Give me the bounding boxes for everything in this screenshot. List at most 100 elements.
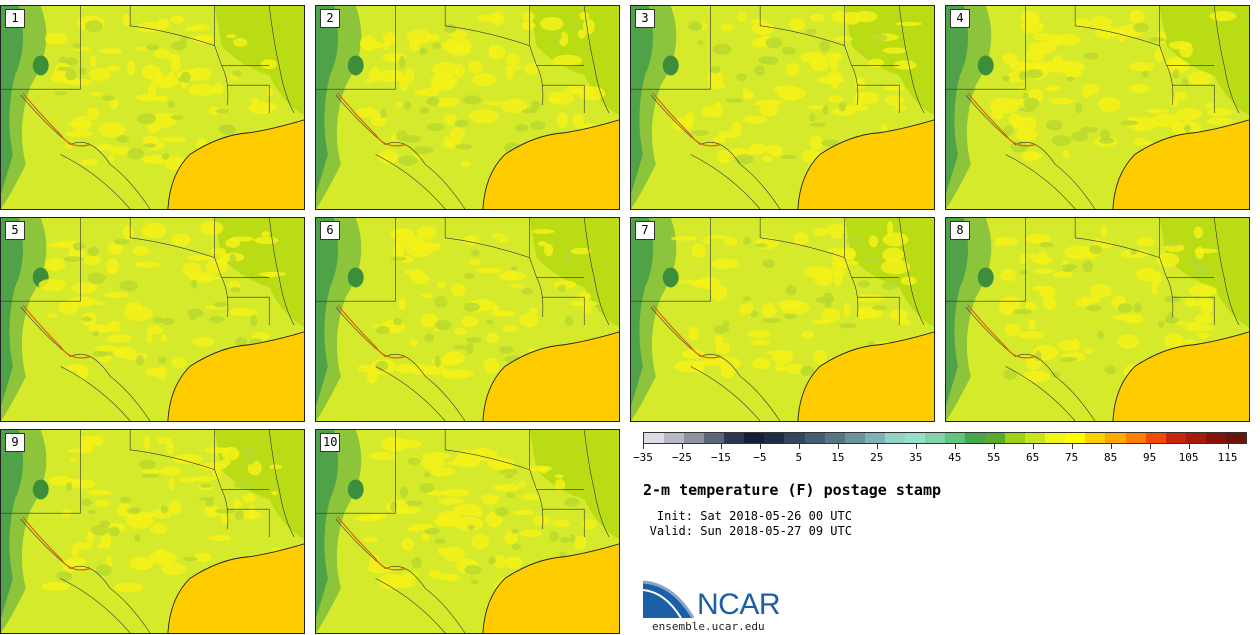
- colorbar-tick-label: 95: [1142, 451, 1157, 464]
- colorbar-segment: [1065, 433, 1086, 443]
- temperature-colorbar: [643, 432, 1247, 444]
- colorbar-segment: [1045, 433, 1066, 443]
- member-panel-9[interactable]: 9: [0, 429, 305, 634]
- colorbar-tick: [1188, 444, 1190, 449]
- member-panel-4[interactable]: 4: [945, 5, 1250, 210]
- colorbar-segment: [924, 433, 945, 443]
- colorbar-tick-label: 75: [1065, 451, 1079, 464]
- member-label: 8: [950, 221, 970, 240]
- colorbar-segment: [664, 433, 685, 443]
- colorbar-segment: [1165, 433, 1186, 443]
- colorbar-segment: [884, 433, 905, 443]
- colorbar-segment: [1125, 433, 1146, 443]
- ncar-logo-text: NCAR: [697, 588, 781, 621]
- colorbar-tick: [1071, 444, 1073, 449]
- member-label: 7: [635, 221, 655, 240]
- colorbar-tick: [876, 444, 878, 449]
- colorbar-segment: [684, 433, 705, 443]
- valid-label: Valid:: [649, 524, 693, 538]
- member-panel-1[interactable]: 1: [0, 5, 305, 210]
- temperature-map: [316, 6, 619, 209]
- colorbar-tick-label: 115: [1217, 451, 1238, 464]
- colorbar-segment: [704, 433, 725, 443]
- colorbar-tick: [1227, 444, 1229, 449]
- colorbar-segment: [904, 433, 925, 443]
- member-panel-8[interactable]: 8: [945, 217, 1250, 422]
- colorbar-tick: [798, 444, 800, 449]
- colorbar-segment: [744, 433, 765, 443]
- member-panel-7[interactable]: 7: [630, 217, 935, 422]
- temperature-map: [631, 218, 934, 421]
- member-label: 1: [5, 9, 25, 28]
- member-label: 6: [320, 221, 340, 240]
- colorbar-tick-label: 55: [987, 451, 1001, 464]
- colorbar-tick-label: 105: [1178, 451, 1199, 464]
- member-panel-6[interactable]: 6: [315, 217, 620, 422]
- colorbar-segment: [1225, 433, 1246, 443]
- colorbar-segment: [1205, 433, 1226, 443]
- colorbar-segment: [1185, 433, 1206, 443]
- temperature-map: [1, 430, 304, 633]
- colorbar-tick: [993, 444, 995, 449]
- temperature-map: [1, 218, 304, 421]
- temperature-map: [946, 6, 1249, 209]
- colorbar-segment: [1145, 433, 1166, 443]
- colorbar-segment: [1105, 433, 1126, 443]
- init-value: Sat 2018-05-26 00 UTC: [700, 509, 852, 523]
- colorbar-segment: [804, 433, 825, 443]
- colorbar-segment: [1005, 433, 1026, 443]
- colorbar-tick: [1032, 444, 1034, 449]
- figure-title: 2-m temperature (F) postage stamp: [643, 481, 942, 499]
- colorbar-tick: [1110, 444, 1112, 449]
- colorbar-tick-label: −25: [672, 451, 692, 464]
- member-panel-10[interactable]: 10: [315, 429, 620, 634]
- colorbar-tick-label: 45: [948, 451, 962, 464]
- colorbar-tick: [643, 444, 644, 449]
- member-label: 2: [320, 9, 340, 28]
- colorbar-segment: [1085, 433, 1106, 443]
- colorbar-segment: [644, 433, 665, 443]
- colorbar-tick: [915, 444, 917, 449]
- temperature-map: [1, 6, 304, 209]
- temperature-map: [631, 6, 934, 209]
- member-panel-5[interactable]: 5: [0, 217, 305, 422]
- colorbar-tick: [954, 444, 956, 449]
- colorbar-segment: [1025, 433, 1046, 443]
- colorbar-segment: [764, 433, 785, 443]
- colorbar-segment: [824, 433, 845, 443]
- colorbar-segment: [944, 433, 965, 443]
- temperature-map: [946, 218, 1249, 421]
- colorbar-tick-label: 35: [909, 451, 923, 464]
- colorbar-tick-label: −35: [633, 451, 653, 464]
- colorbar-segment: [784, 433, 805, 443]
- init-label: Init:: [656, 509, 693, 523]
- temperature-map: [316, 218, 619, 421]
- member-label: 10: [320, 433, 341, 452]
- colorbar-tick-label: 25: [870, 451, 884, 464]
- colorbar-tick: [720, 444, 722, 449]
- member-label: 3: [635, 9, 655, 28]
- member-label: 5: [5, 221, 25, 240]
- member-panel-2[interactable]: 2: [315, 5, 620, 210]
- colorbar-tick-label: −5: [753, 451, 767, 464]
- colorbar-tick-label: 5: [795, 451, 803, 464]
- valid-value: Sun 2018-05-27 09 UTC: [700, 524, 852, 538]
- colorbar-ticks: −35 −25 −15 −5 5 15 25 35 45 55 65 75 85 95 105 115: [633, 444, 1247, 466]
- init-time: Init: Sat 2018-05-26 00 UTC: [643, 509, 852, 523]
- colorbar-tick: [1149, 444, 1151, 449]
- colorbar-tick: [681, 444, 683, 449]
- ncar-logo-icon[interactable]: [643, 578, 793, 622]
- colorbar-tick: [759, 444, 761, 449]
- colorbar-tick-label: 15: [831, 451, 845, 464]
- colorbar-tick-label: 85: [1103, 451, 1118, 464]
- colorbar-tick-label: −15: [710, 451, 731, 464]
- colorbar-segment: [985, 433, 1006, 443]
- valid-time: Valid: Sun 2018-05-27 09 UTC: [643, 524, 852, 538]
- member-label: 9: [5, 433, 25, 452]
- colorbar-segment: [965, 433, 986, 443]
- member-label: 4: [950, 9, 970, 28]
- site-url[interactable]: ensemble.ucar.edu: [652, 620, 765, 633]
- colorbar-segment: [724, 433, 745, 443]
- member-panel-3[interactable]: 3: [630, 5, 935, 210]
- temperature-map: [316, 430, 619, 633]
